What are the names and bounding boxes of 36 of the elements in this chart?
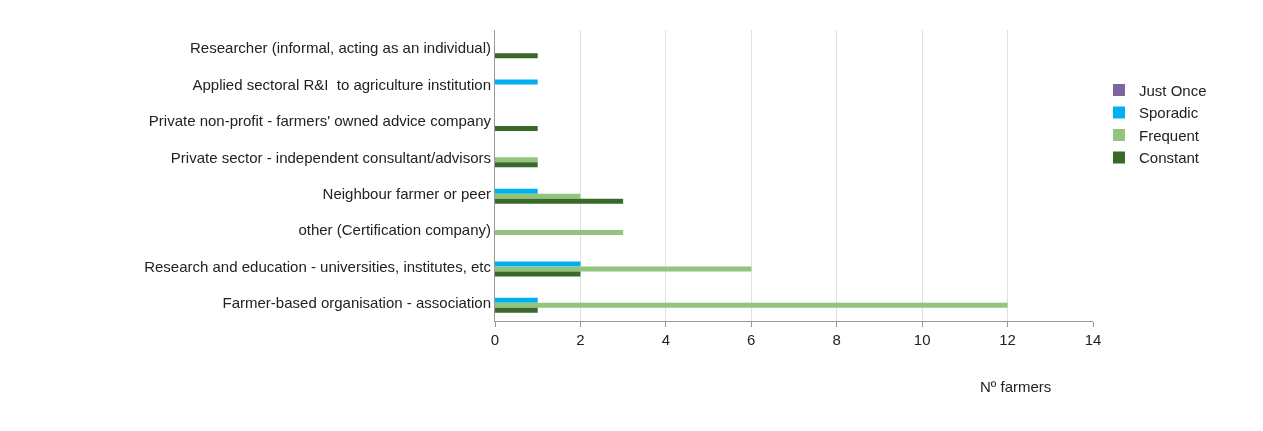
y-tick-label: Farmer-based organisation - association [222, 294, 491, 312]
bar [495, 266, 752, 272]
bar [495, 79, 538, 85]
bar [495, 230, 624, 236]
legend-label: Just Once [1138, 81, 1207, 99]
bar [495, 307, 538, 313]
x-tick-label: 4 [661, 331, 671, 348]
x-tick-label: 2 [576, 331, 585, 348]
legend-label: Constant [1138, 149, 1200, 167]
bar [495, 302, 1008, 308]
x-tick-label: 14 [1084, 331, 1102, 348]
y-tick-label: Neighbour farmer or peer [322, 184, 491, 202]
bar [495, 271, 581, 277]
x-axis-title: Nº farmers [980, 378, 1052, 395]
y-tick-label: Research and education - universities, institutes, etc [144, 257, 492, 275]
bar [495, 53, 538, 59]
x-tick-label: 6 [747, 331, 756, 348]
bar [495, 261, 581, 267]
x-tick-label: 0 [490, 331, 500, 348]
bar [495, 198, 624, 204]
x-tick-label: 10 [913, 331, 931, 348]
y-tick-label: Applied sectoral R&I to agriculture institution [192, 75, 491, 93]
bar [495, 193, 581, 199]
x-tick-label: 8 [832, 331, 841, 348]
y-tick-label: Private sector - independent consultant/advisors [170, 148, 491, 166]
bar [495, 162, 538, 168]
bar [495, 157, 538, 163]
legend-label: Frequent [1138, 126, 1200, 144]
bar [495, 125, 538, 131]
y-tick-label: other (Certification company) [298, 221, 491, 239]
legend-label: Sporadic [1138, 104, 1199, 122]
bar [495, 297, 538, 303]
bar [495, 188, 538, 194]
y-tick-label: Researcher (informal, acting as an individual) [190, 39, 491, 57]
x-tick-label: 12 [999, 331, 1016, 348]
y-tick-label: Private non-profit - farmers' owned advice company [148, 112, 492, 130]
